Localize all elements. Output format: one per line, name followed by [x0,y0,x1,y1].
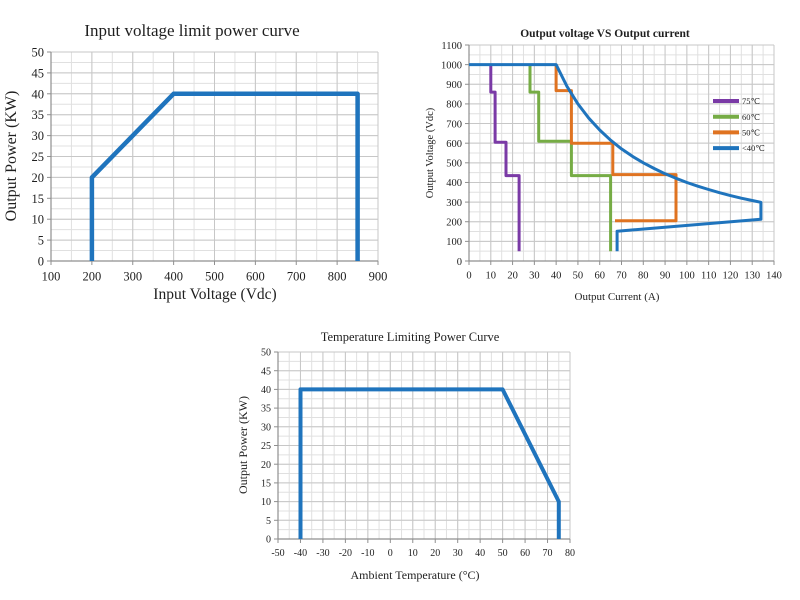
svg-text:35: 35 [261,404,271,415]
chart-output-voltage-vs-output-current: 0 10 20 30 40 50 60 70 80 90 100 110 120 130 140 0 100 20… [420,10,798,310]
svg-text:50: 50 [32,46,45,60]
svg-text:70: 70 [543,548,553,559]
svg-text:20: 20 [32,171,45,185]
svg-text:Output Voltage (Vdc): Output Voltage (Vdc) [425,107,436,198]
svg-text:-10: -10 [361,548,374,559]
svg-text:Temperature Limiting Power Cur: Temperature Limiting Power Curve [321,330,500,344]
svg-text:80: 80 [638,271,649,282]
svg-text:20: 20 [507,271,518,282]
svg-text:200: 200 [446,218,462,229]
svg-text:0: 0 [466,271,471,282]
svg-text:40: 40 [32,87,45,101]
chart-temperature-limiting-power-curve: -50 -40 -30 -20 -10 0 10 20 30 40 50 60 70 80 0 5 10 15 20… [210,322,600,597]
svg-text:5: 5 [38,234,44,248]
svg-text:-50: -50 [271,548,284,559]
svg-text:60: 60 [520,548,530,559]
svg-text:80: 80 [565,548,575,559]
svg-text:70: 70 [616,271,627,282]
svg-text:-30: -30 [316,548,329,559]
output-voltage-vs-current-chart-svg: 0 10 20 30 40 50 60 70 80 90 100 110 120 130 140 0 100 20… [425,28,782,303]
svg-text:15: 15 [261,479,271,490]
svg-text:400: 400 [164,270,183,284]
svg-text:400: 400 [446,178,462,189]
svg-text:10: 10 [486,271,497,282]
svg-text:Output Power (KW): Output Power (KW) [236,396,250,494]
svg-text:50: 50 [261,348,271,359]
svg-text:600: 600 [246,270,265,284]
svg-text:Input voltage limit power curv: Input voltage limit power curve [84,21,299,40]
svg-text:1100: 1100 [441,41,462,52]
svg-text:75℃: 75℃ [742,96,761,106]
svg-text:1000: 1000 [441,60,462,71]
svg-text:100: 100 [679,271,695,282]
svg-text:700: 700 [446,119,462,130]
svg-text:20: 20 [261,460,271,471]
svg-text:200: 200 [83,270,102,284]
svg-text:90: 90 [660,271,671,282]
svg-text:30: 30 [32,129,45,143]
svg-text:0: 0 [266,535,271,546]
svg-text:50℃: 50℃ [742,127,761,137]
svg-text:0: 0 [388,548,393,559]
svg-text:Ambient Temperature (°C): Ambient Temperature (°C) [350,568,479,582]
chart-input-voltage-limit-power-curve: 100 200 300 400 500 600 700 800 900 0 5 10 15 20 25 30 3… [0,4,400,316]
svg-text:Output Current (A): Output Current (A) [575,291,660,303]
svg-text:10: 10 [408,548,418,559]
svg-text:40: 40 [551,271,562,282]
svg-text:10: 10 [32,213,45,227]
svg-text:<40℃: <40℃ [742,143,765,153]
svg-text:40: 40 [261,385,271,396]
svg-text:300: 300 [446,198,462,209]
svg-text:5: 5 [266,516,271,527]
svg-text:120: 120 [723,271,739,282]
temperature-limiting-chart-svg: -50 -40 -30 -20 -10 0 10 20 30 40 50 60 70 80 0 5 10 15 20… [236,330,575,582]
svg-text:45: 45 [32,66,45,80]
svg-text:110: 110 [701,271,716,282]
svg-text:100: 100 [42,270,61,284]
svg-text:30: 30 [261,422,271,433]
input-voltage-limit-chart-svg: 100 200 300 400 500 600 700 800 900 0 5 10 15 20 25 30 3… [3,21,388,303]
svg-text:700: 700 [287,270,306,284]
svg-text:50: 50 [573,271,584,282]
svg-text:0: 0 [38,255,44,269]
svg-text:-20: -20 [339,548,352,559]
svg-text:500: 500 [205,270,224,284]
svg-text:25: 25 [32,150,45,164]
svg-text:10: 10 [261,497,271,508]
svg-text:40: 40 [475,548,485,559]
svg-text:130: 130 [744,271,760,282]
svg-text:140: 140 [766,271,782,282]
svg-text:Input Voltage (Vdc): Input Voltage (Vdc) [153,286,276,303]
svg-text:45: 45 [261,366,271,377]
svg-text:600: 600 [446,139,462,150]
svg-text:20: 20 [430,548,440,559]
svg-text:35: 35 [32,108,45,122]
svg-text:30: 30 [453,548,463,559]
svg-text:30: 30 [529,271,540,282]
svg-text:800: 800 [446,100,462,111]
svg-text:25: 25 [261,441,271,452]
svg-text:50: 50 [498,548,508,559]
svg-text:900: 900 [369,270,388,284]
svg-text:800: 800 [328,270,347,284]
svg-text:300: 300 [123,270,142,284]
svg-text:Output voltage VS Output curre: Output voltage VS Output current [520,28,690,40]
svg-text:60: 60 [594,271,605,282]
svg-text:100: 100 [446,237,462,248]
svg-text:-40: -40 [294,548,307,559]
svg-text:15: 15 [32,192,45,206]
svg-text:60℃: 60℃ [742,112,761,122]
svg-text:Output Power (KW): Output Power (KW) [3,91,20,222]
svg-text:900: 900 [446,80,462,91]
svg-text:0: 0 [457,257,462,268]
svg-text:500: 500 [446,159,462,170]
